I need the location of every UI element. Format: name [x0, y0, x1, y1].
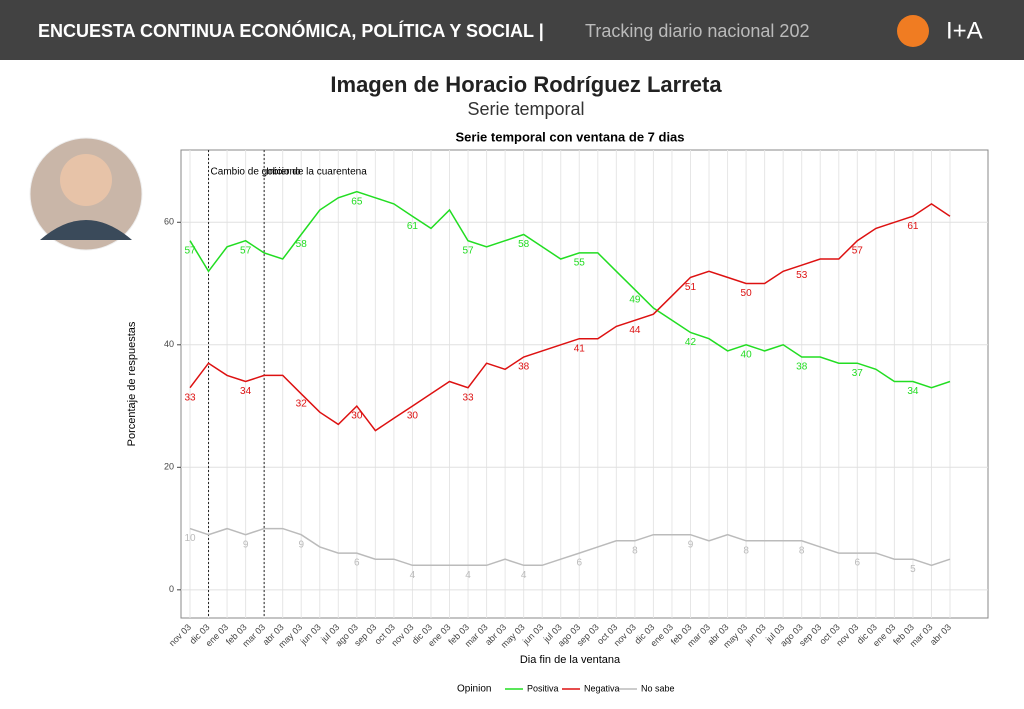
annotation-text: Cambio de gobierno	[211, 167, 301, 178]
data-label: 8	[743, 545, 749, 556]
page-title: Imagen de Horacio Rodríguez Larreta	[330, 72, 722, 97]
data-label: 6	[855, 558, 861, 569]
data-label: 58	[518, 239, 530, 250]
data-label: 50	[741, 288, 753, 299]
y-axis-label: Porcentaje de respuestas	[126, 321, 138, 446]
data-label: 9	[688, 539, 694, 550]
data-label: 30	[407, 411, 419, 422]
x-axis-label: Dia fin de la ventana	[520, 654, 621, 666]
data-label: 9	[243, 539, 249, 550]
data-label: 58	[296, 239, 308, 250]
data-label: 30	[351, 411, 363, 422]
data-label: 4	[521, 570, 527, 581]
x-tick-label: nov 03	[167, 622, 193, 648]
data-label: 6	[354, 558, 360, 569]
legend-title: Opinion	[457, 684, 491, 695]
legend-label: Negativa	[584, 683, 620, 693]
data-label: 8	[799, 545, 805, 556]
x-tick-label: abr 03	[928, 622, 953, 647]
data-label: 33	[462, 392, 474, 403]
data-label: 9	[298, 539, 304, 550]
data-label: 10	[184, 533, 196, 544]
data-label: 6	[576, 558, 582, 569]
data-label: 34	[907, 386, 919, 397]
data-label: 49	[629, 294, 641, 305]
data-label: 38	[518, 362, 530, 373]
data-label: 34	[240, 386, 252, 397]
data-label: 61	[907, 221, 919, 232]
data-label: 57	[240, 245, 252, 256]
chart-title: Serie temporal con ventana de 7 dias	[455, 129, 684, 144]
data-label: 42	[685, 337, 697, 348]
header-bar	[0, 0, 1024, 60]
logo-text: I+A	[946, 17, 983, 44]
legend-label: No sabe	[641, 683, 675, 693]
plot-area	[180, 149, 989, 619]
y-tick-label: 40	[164, 339, 174, 349]
data-label: 32	[296, 398, 308, 409]
data-label: 65	[351, 196, 363, 207]
data-label: 8	[632, 545, 638, 556]
x-tick-label: jun 03	[520, 622, 545, 647]
page-subtitle: Serie temporal	[467, 99, 584, 119]
y-tick-label: 20	[164, 462, 174, 472]
x-tick-label: jun 03	[298, 622, 323, 647]
series-line	[189, 527, 951, 567]
y-tick-label: 60	[164, 217, 174, 227]
data-label: 53	[796, 270, 808, 281]
data-label: 55	[574, 258, 586, 269]
portrait-suit	[40, 220, 132, 240]
data-label: 57	[462, 245, 474, 256]
x-tick-label: jun 03	[743, 622, 768, 647]
header-subtitle: Tracking diario nacional 202	[585, 21, 809, 41]
data-label: 38	[796, 362, 808, 373]
data-label: 44	[629, 325, 641, 336]
legend-label: Positiva	[527, 683, 559, 693]
data-label: 5	[910, 564, 916, 575]
data-label: 37	[852, 368, 864, 379]
data-label: 41	[574, 343, 586, 354]
data-label: 57	[852, 245, 864, 256]
annotation-text: Inicio de la cuarentena	[266, 167, 367, 178]
data-label: 57	[184, 245, 196, 256]
data-label: 4	[465, 570, 471, 581]
data-label: 61	[407, 221, 419, 232]
y-tick-label: 0	[169, 584, 174, 594]
logo-icon	[897, 15, 929, 47]
header-title: ENCUESTA CONTINUA ECONÓMICA, POLÍTICA Y …	[38, 20, 544, 41]
data-label: 51	[685, 282, 697, 293]
data-label: 33	[184, 392, 196, 403]
series-line	[189, 190, 951, 389]
data-label: 40	[741, 349, 753, 360]
portrait-face	[60, 154, 112, 206]
data-label: 4	[410, 570, 416, 581]
series-line	[189, 203, 951, 432]
